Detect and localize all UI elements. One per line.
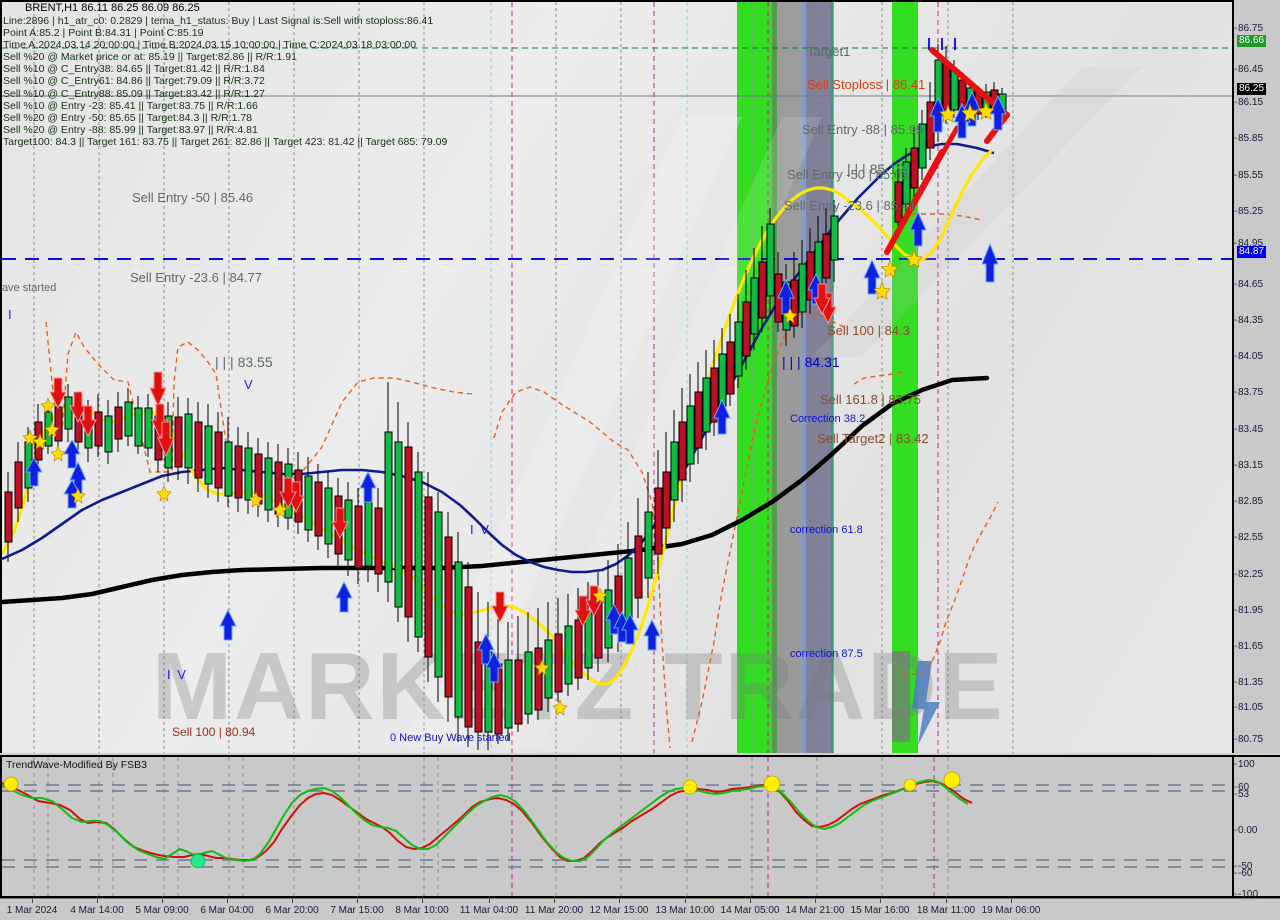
price-tick-16: -81.95	[1234, 605, 1264, 616]
price-plot-area[interactable]: MARKETZ TRADE	[2, 2, 1232, 753]
price-tick-13: -82.85	[1234, 496, 1264, 507]
time-label-0: 1 Mar 2024	[6, 905, 58, 916]
time-label-11: 14 Mar 05:00	[720, 905, 780, 916]
time-tick-0	[32, 899, 33, 903]
time-tick-13	[880, 899, 881, 903]
price-badge-86-66[interactable]: 86.66	[1237, 35, 1267, 47]
price-tick-17: -81.65	[1234, 641, 1264, 652]
price-tick-3: -85.85	[1234, 133, 1264, 144]
time-tick-15	[1011, 899, 1012, 903]
time-tick-5	[357, 899, 358, 903]
price-tick-11: -83.45	[1234, 424, 1264, 435]
price-tick-1: -86.45	[1234, 64, 1264, 75]
time-label-4: 6 Mar 20:00	[265, 905, 319, 916]
price-tick-20: -80.75	[1234, 734, 1264, 745]
time-tick-8	[554, 899, 555, 903]
price-tick-6: -84.95	[1234, 238, 1264, 249]
price-tick-12: -83.15	[1234, 460, 1264, 471]
time-label-13: 15 Mar 16:00	[850, 905, 910, 916]
price-tick-0: -86.75	[1234, 23, 1264, 34]
time-tick-4	[292, 899, 293, 903]
candlestick-series	[2, 38, 1010, 750]
price-axis-scale[interactable]: -86.75 -86.45 -86.15 -85.85 -85.55 -85.25 -84.…	[1232, 0, 1280, 753]
indicator-tick-6: --100	[1234, 889, 1259, 900]
time-label-9: 12 Mar 15:00	[589, 905, 649, 916]
band-gray-1	[772, 2, 802, 753]
time-tick-6	[422, 899, 423, 903]
indicator-tick-4: --50	[1234, 861, 1253, 872]
time-label-14: 18 Mar 11:00	[916, 905, 976, 916]
indicator-axis-scale[interactable]: -100 -60 -53 -0.00 --50 --60 --100	[1232, 755, 1280, 900]
price-badge-84-87[interactable]: 84.87	[1237, 246, 1267, 258]
indicator-tick-3: -0.00	[1234, 825, 1258, 836]
time-tick-11	[750, 899, 751, 903]
price-chart-pane[interactable]: MARKETZ TRADE	[0, 0, 1232, 753]
time-label-7: 11 Mar 04:00	[459, 905, 519, 916]
time-label-8: 11 Mar 20:00	[524, 905, 584, 916]
time-label-15: 19 Mar 06:00	[981, 905, 1041, 916]
time-tick-9	[619, 899, 620, 903]
price-badge-86-25[interactable]: 86.25	[1237, 83, 1267, 95]
trendwave-indicator-pane[interactable]: TrendWave-Modified By FSB3	[0, 755, 1232, 898]
time-tick-3	[227, 899, 228, 903]
time-label-12: 14 Mar 21:00	[785, 905, 845, 916]
time-tick-14	[946, 899, 947, 903]
time-label-1: 4 Mar 14:00	[70, 905, 124, 916]
time-label-10: 13 Mar 10:00	[655, 905, 715, 916]
price-tick-8: -84.35	[1234, 315, 1264, 326]
chart-grid	[2, 2, 1232, 753]
trendwave-plot	[2, 757, 1232, 896]
time-axis-scale[interactable]: 1 Mar 2024 4 Mar 14:00 5 Mar 09:00 6 Mar 04…	[0, 898, 1280, 920]
band-blue-1	[802, 2, 834, 753]
time-tick-7	[489, 899, 490, 903]
time-label-5: 7 Mar 15:00	[330, 905, 384, 916]
price-tick-4: -85.55	[1234, 170, 1264, 181]
time-tick-10	[685, 899, 686, 903]
indicator-title-label: TrendWave-Modified By FSB3	[6, 759, 148, 771]
price-tick-7: -84.65	[1234, 279, 1264, 290]
time-tick-2	[162, 899, 163, 903]
time-tick-1	[97, 899, 98, 903]
price-tick-2: -86.15	[1234, 97, 1264, 108]
time-label-2: 5 Mar 09:00	[135, 905, 189, 916]
price-tick-14: -82.55	[1234, 532, 1264, 543]
price-tick-9: -84.05	[1234, 351, 1264, 362]
indicator-tick-5: --60	[1234, 868, 1253, 879]
indicator-tick-2: -53	[1234, 789, 1250, 800]
price-tick-19: -81.05	[1234, 702, 1264, 713]
price-tick-10: -83.75	[1234, 387, 1264, 398]
indicator-tick-0: -100	[1234, 759, 1255, 770]
price-tick-18: -81.35	[1234, 677, 1264, 688]
price-tick-5: -85.25	[1234, 206, 1264, 217]
indicator-tick-1: -60	[1234, 782, 1250, 793]
price-tick-15: -82.25	[1234, 569, 1264, 580]
time-label-3: 6 Mar 04:00	[200, 905, 254, 916]
time-label-6: 8 Mar 10:00	[395, 905, 449, 916]
band-green-1	[737, 2, 777, 753]
time-tick-12	[815, 899, 816, 903]
